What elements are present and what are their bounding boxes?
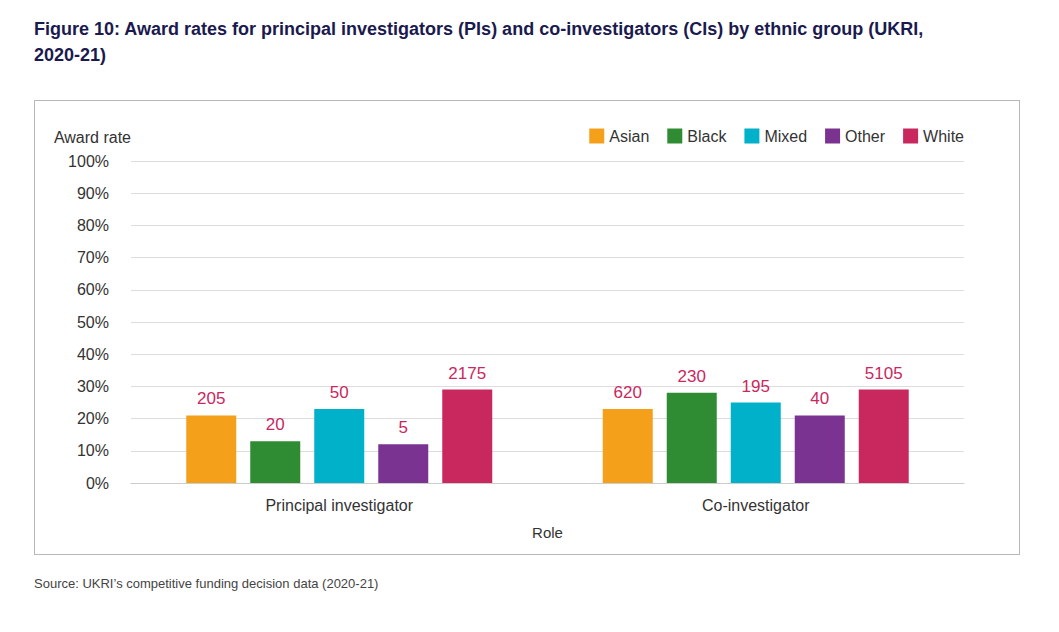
svg-text:50%: 50% [77, 314, 109, 331]
svg-text:60%: 60% [77, 281, 109, 298]
svg-text:70%: 70% [77, 249, 109, 266]
svg-text:Asian: Asian [609, 128, 649, 145]
svg-text:620: 620 [614, 383, 642, 402]
svg-text:Principal investigator: Principal investigator [265, 497, 413, 514]
svg-text:5: 5 [399, 418, 408, 437]
svg-text:Other: Other [845, 128, 886, 145]
svg-text:20%: 20% [77, 410, 109, 427]
svg-text:20: 20 [266, 415, 285, 434]
svg-text:Mixed: Mixed [764, 128, 807, 145]
svg-text:0%: 0% [86, 475, 109, 492]
svg-text:Co-investigator: Co-investigator [702, 497, 810, 514]
svg-text:30%: 30% [77, 378, 109, 395]
svg-text:90%: 90% [77, 185, 109, 202]
svg-text:40: 40 [810, 389, 829, 408]
svg-text:10%: 10% [77, 442, 109, 459]
svg-text:5105: 5105 [865, 364, 903, 383]
svg-text:195: 195 [742, 377, 770, 396]
svg-text:Award rate: Award rate [54, 129, 131, 146]
svg-text:White: White [923, 128, 964, 145]
svg-text:40%: 40% [77, 346, 109, 363]
html-text:Source: UKRI’s competitive fun: Source: UKRI’s competitive funding decis… [34, 576, 379, 591]
svg-text:230: 230 [678, 367, 706, 386]
svg-text:Black: Black [687, 128, 727, 145]
svg-text:Role: Role [532, 524, 563, 541]
svg-text:205: 205 [197, 389, 225, 408]
html-text:Figure 10: Award rates for pri: Figure 10: Award rates for principal inv… [34, 19, 924, 65]
svg-text:2175: 2175 [448, 364, 486, 383]
svg-text:100%: 100% [68, 153, 109, 170]
svg-text:50: 50 [330, 383, 349, 402]
svg-text:80%: 80% [77, 217, 109, 234]
